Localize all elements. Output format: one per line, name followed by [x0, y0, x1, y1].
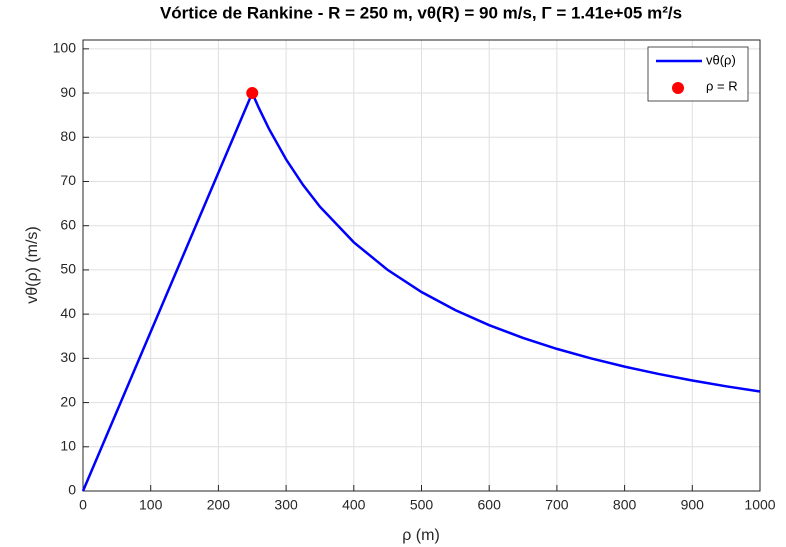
y-tick-label: 60: [60, 216, 76, 232]
y-tick-label: 20: [60, 393, 76, 409]
y-axis-label: vθ(ρ) (m/s): [24, 226, 41, 304]
y-tick-label: 100: [53, 40, 77, 56]
y-tick-label: 40: [60, 305, 76, 321]
x-tick-label: 300: [274, 497, 298, 513]
y-tick-label: 80: [60, 128, 76, 144]
x-tick-label: 500: [410, 497, 434, 513]
y-tick-label: 50: [60, 261, 76, 277]
y-tick-label: 30: [60, 349, 76, 365]
y-tick-label: 70: [60, 172, 76, 188]
x-tick-label: 1000: [744, 497, 775, 513]
x-tick-label: 0: [79, 497, 87, 513]
x-tick-label: 100: [139, 497, 163, 513]
x-tick-label: 800: [613, 497, 637, 513]
chart-title: Vórtice de Rankine - R = 250 m, vθ(R) = …: [160, 3, 682, 22]
legend-label: ρ = R: [706, 78, 738, 93]
x-tick-label: 700: [545, 497, 569, 513]
legend-box: [647, 46, 749, 102]
line: [81, 89, 761, 492]
marker: [246, 87, 259, 100]
y-tick-label: 0: [68, 482, 76, 498]
x-tick-label: 200: [207, 497, 231, 513]
plot-frame: [82, 39, 761, 492]
y-tick-label: 90: [60, 84, 76, 100]
x-axis-label: ρ (m): [402, 527, 440, 544]
x-tick-label: 600: [478, 497, 502, 513]
x-tick-label: 400: [342, 497, 366, 513]
y-tick-label: 10: [60, 437, 76, 453]
x-tick-label: 900: [681, 497, 705, 513]
legend-marker: [672, 82, 684, 94]
legend-label: vθ(ρ): [706, 52, 736, 67]
